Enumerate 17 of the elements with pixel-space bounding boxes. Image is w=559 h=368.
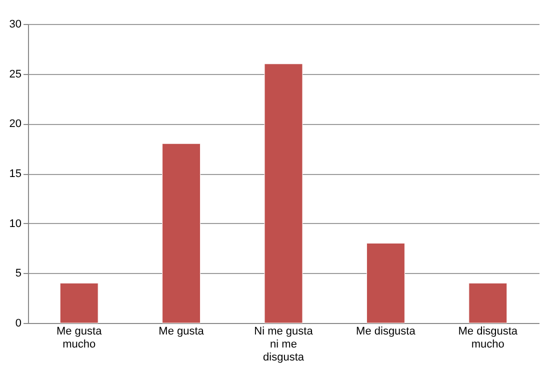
bar: [366, 243, 405, 324]
y-tick-label: 5: [15, 268, 22, 280]
x-tick-label: Ni me gusta ni me disgusta: [254, 326, 314, 364]
y-tick-label: 20: [9, 118, 22, 130]
y-tick-label: 10: [9, 218, 22, 230]
y-tick-label: 25: [9, 68, 22, 80]
bar: [162, 143, 201, 324]
x-tick-label: Me gusta: [158, 326, 205, 338]
bar: [60, 282, 98, 324]
x-tick-label: Me gusta mucho: [56, 326, 103, 350]
y-tick-label: 15: [9, 168, 22, 180]
bar: [264, 64, 303, 324]
y-tick-label: 30: [9, 18, 22, 30]
x-tick-label: Me disgusta mucho: [458, 326, 518, 350]
x-tick-label: Me disgusta: [356, 326, 416, 338]
y-tick-label: 0: [15, 318, 22, 330]
bar: [468, 282, 508, 324]
